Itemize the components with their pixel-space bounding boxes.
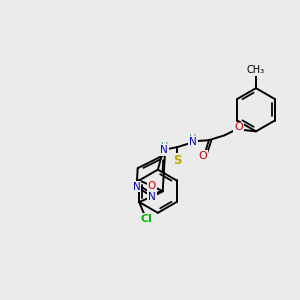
Text: N: N — [160, 145, 168, 155]
Text: N: N — [189, 137, 197, 147]
Text: O: O — [148, 181, 156, 191]
Text: H: H — [161, 142, 168, 152]
Text: O: O — [234, 122, 243, 132]
Text: N: N — [133, 182, 140, 191]
Text: S: S — [173, 154, 182, 167]
Text: Cl: Cl — [140, 214, 152, 224]
Text: N: N — [148, 192, 156, 202]
Text: O: O — [199, 151, 207, 161]
Text: CH₃: CH₃ — [247, 65, 265, 76]
Text: H: H — [190, 134, 197, 144]
